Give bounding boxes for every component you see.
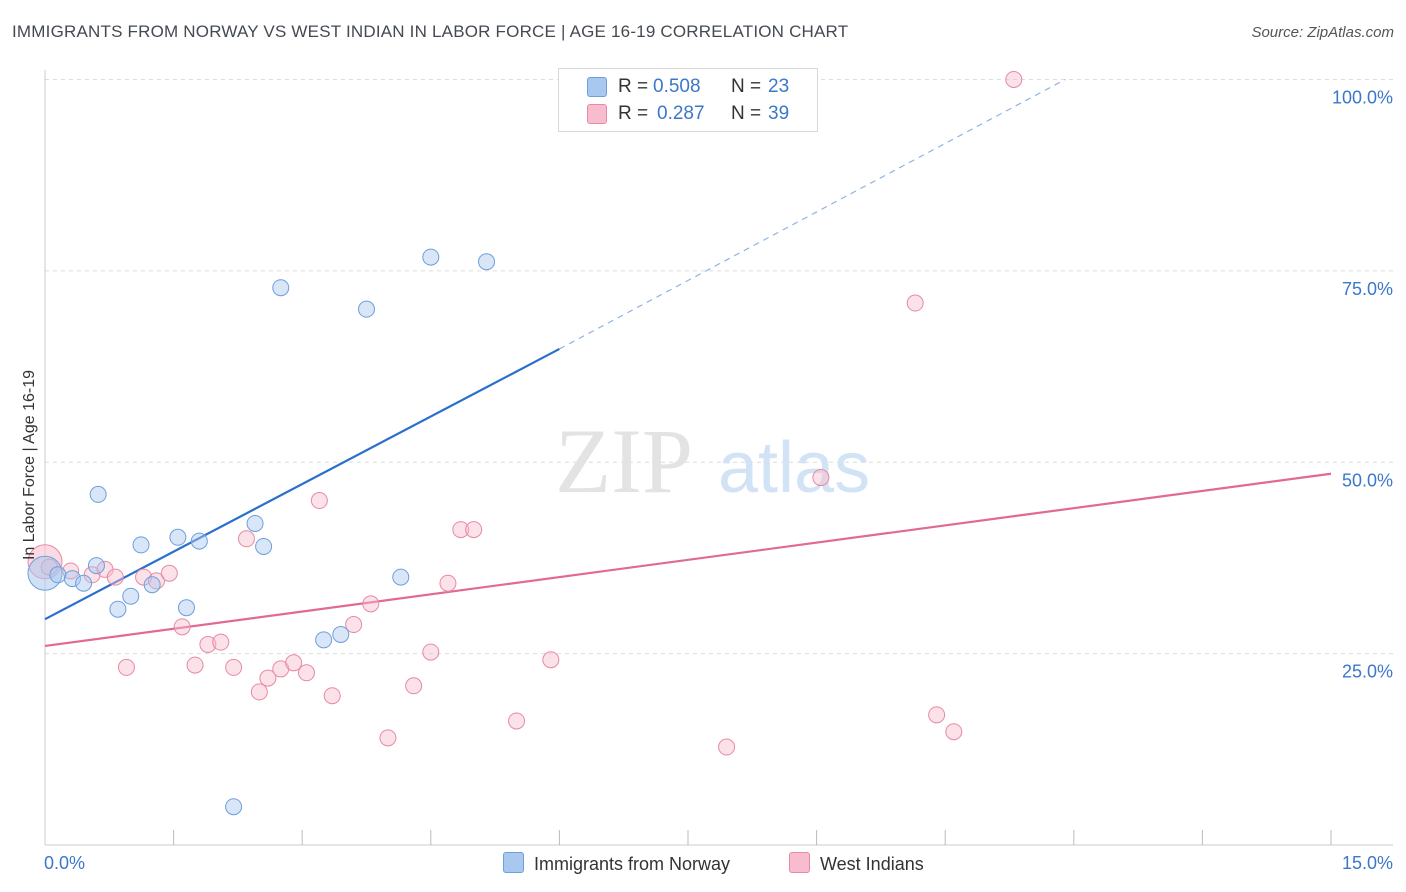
point-west-indians	[212, 633, 230, 651]
point-west-indians	[225, 658, 243, 676]
point-west-indians	[405, 677, 423, 695]
point-norway	[109, 600, 127, 618]
point-west-indians	[310, 492, 328, 510]
y-tick-label: 75.0%	[1342, 279, 1393, 299]
legend-swatch-norway	[587, 77, 607, 97]
point-west-indians	[259, 669, 277, 687]
bottom-legend-swatch-norway	[503, 852, 524, 873]
point-norway	[75, 574, 93, 592]
point-west-indians	[906, 294, 924, 312]
axes	[44, 70, 1393, 846]
legend-swatch-west-indians	[587, 104, 607, 124]
point-west-indians	[186, 656, 204, 674]
legend-n-value: 39	[768, 103, 790, 124]
point-norway	[358, 300, 375, 318]
x-tick-label: 15.0%	[1342, 853, 1393, 873]
point-west-indians	[250, 683, 268, 701]
point-west-indians	[117, 658, 135, 676]
trend-line-norway-extrapolated	[559, 78, 1066, 350]
trend-lines	[44, 78, 1332, 648]
tick-labels: 25.0% 50.0% 75.0% 100.0% 0.0% 15.0%	[44, 88, 1393, 874]
data-points	[27, 71, 1023, 816]
legend-r-label: R =	[618, 76, 649, 97]
point-west-indians	[812, 469, 830, 487]
point-norway	[169, 528, 187, 546]
bottom-legend-swatch-west-indians	[789, 852, 810, 873]
legend-n-label: N =	[731, 103, 762, 124]
x-tick-label: 0.0%	[44, 853, 85, 873]
point-west-indians	[345, 616, 363, 634]
point-west-indians	[160, 564, 178, 582]
point-norway	[49, 566, 67, 584]
gridlines	[45, 79, 1393, 655]
point-west-indians	[323, 687, 341, 705]
point-norway	[177, 599, 195, 617]
legend-n-value: 23	[768, 76, 790, 97]
watermark-zip: ZIP	[555, 410, 693, 512]
point-west-indians	[285, 654, 303, 672]
y-tick-label: 25.0%	[1342, 662, 1393, 682]
point-west-indians	[945, 723, 963, 741]
point-west-indians	[199, 635, 217, 653]
y-tick-label: 50.0%	[1342, 470, 1393, 490]
point-west-indians	[439, 574, 457, 592]
y-tick-label: 100.0%	[1332, 88, 1393, 108]
point-west-indians	[297, 664, 315, 682]
correlation-legend: R = 0.508 N = 23 R = 0.287 N = 39	[558, 68, 818, 132]
legend-row-west-indians: R = 0.287 N = 39	[559, 100, 817, 126]
trend-line-norway	[44, 347, 560, 621]
point-norway	[63, 570, 81, 588]
point-norway	[132, 536, 150, 554]
point-norway	[478, 253, 496, 271]
watermark-atlas: atlas	[718, 428, 870, 508]
point-norway	[255, 537, 273, 555]
point-west-indians	[362, 595, 380, 613]
bottom-legend-label-norway: Immigrants from Norway	[534, 854, 731, 874]
point-norway	[87, 557, 105, 575]
point-west-indians	[452, 521, 470, 539]
legend-r-label: R =	[618, 103, 649, 124]
bottom-legend-west-indians: West Indians	[789, 852, 924, 875]
point-norway	[143, 576, 161, 594]
point-west-indians	[106, 568, 124, 586]
legend-r-value: 0.508	[653, 76, 701, 97]
point-west-indians	[718, 738, 736, 756]
bottom-legend-norway: Immigrants from Norway	[503, 852, 730, 875]
point-west-indians	[173, 618, 191, 636]
legend-n-label: N =	[731, 76, 762, 97]
point-norway	[190, 532, 208, 550]
bottom-legend-label-west-indians: West Indians	[820, 854, 924, 874]
legend-r-value: 0.287	[657, 103, 705, 124]
legend-row-norway: R = 0.508 N = 23	[559, 73, 817, 99]
point-west-indians	[379, 729, 397, 747]
point-norway	[89, 485, 107, 503]
point-west-indians	[422, 643, 440, 661]
point-norway	[392, 568, 410, 586]
y-axis-label: In Labor Force | Age 16-19	[21, 369, 38, 561]
chart-title: IMMIGRANTS FROM NORWAY VS WEST INDIAN IN…	[12, 22, 849, 41]
point-west-indians	[237, 530, 255, 548]
point-west-indians	[465, 521, 483, 539]
point-norway	[225, 798, 243, 816]
point-norway	[422, 248, 440, 266]
source-label: Source: ZipAtlas.com	[1251, 24, 1394, 41]
point-norway	[122, 587, 140, 605]
point-west-indians	[928, 706, 946, 724]
point-west-indians	[508, 712, 526, 730]
point-norway	[272, 279, 290, 297]
point-west-indians	[542, 651, 560, 669]
trend-line-west-indians	[44, 472, 1332, 648]
point-west-indians	[1005, 71, 1023, 88]
point-norway	[332, 625, 350, 643]
point-norway	[246, 514, 264, 532]
point-norway	[315, 631, 333, 649]
